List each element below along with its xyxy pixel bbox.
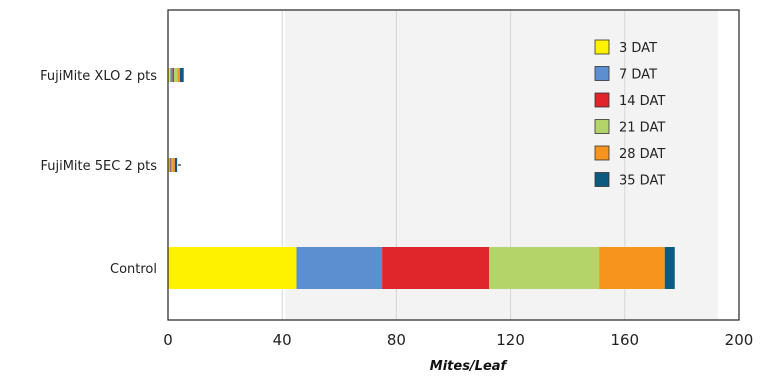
bar-fujimite-xlo-2-pts-35-dat: [179, 68, 184, 82]
x-tick-160: 160: [610, 331, 639, 349]
bar-fujimite-xlo-2-pts-14-dat: [172, 68, 174, 82]
y-label-fujimite-5ec-2-pts: FujiMite 5EC 2 pts: [40, 159, 157, 174]
x-tick-80: 80: [387, 331, 406, 349]
legend-label-21-dat: 21 DAT: [619, 121, 665, 136]
y-axis-labels: FujiMite XLO 2 pts FujiMite 5EC 2 pts Cont…: [40, 69, 157, 277]
bar-fujimite-5ec-2-pts-7-dat: [169, 158, 171, 172]
legend: 3 DAT 7 DAT 14 DAT 21 DAT 28 DAT 35 DAT: [594, 39, 665, 189]
bar-control-35-dat: [664, 247, 675, 289]
bar-control-7-dat: [296, 247, 383, 289]
bar-control-21-dat: [489, 247, 600, 289]
bar-fujimite-xlo-2-pts-3-dat: [168, 68, 171, 82]
y-label-fujimite-xlo-2-pts: FujiMite XLO 2 pts: [40, 69, 157, 84]
x-axis-tick-labels: 0 40 80 120 160 200: [163, 331, 753, 349]
legend-label-14-dat: 14 DAT: [619, 94, 665, 109]
legend-swatch-14-dat: [594, 92, 610, 108]
bar-fujimite-xlo-2-pts-7-dat: [170, 68, 173, 82]
bar-fujimite-5ec-2-pts-14-dat: [170, 158, 172, 172]
x-tick-120: 120: [496, 331, 525, 349]
legend-label-7-dat: 7 DAT: [619, 68, 657, 83]
plot-frame: [167, 9, 740, 321]
bar-fujimite-5ec-2-pts-28-dat: [172, 158, 175, 172]
bar-control-14-dat: [382, 247, 490, 289]
legend-label-3-dat: 3 DAT: [619, 41, 657, 56]
legend-swatch-21-dat: [594, 119, 610, 134]
bar-fujimite-5ec-2-pts-35-dat: [174, 158, 178, 172]
bar-control-3-dat: [168, 247, 297, 289]
x-tick-0: 0: [163, 331, 173, 349]
bar-control-28-dat: [599, 247, 665, 289]
x-tick-40: 40: [273, 331, 292, 349]
bar-fujimite-5ec-2-pts-3-dat: [168, 158, 170, 172]
legend-label-28-dat: 28 DAT: [619, 147, 665, 162]
x-tick-200: 200: [725, 331, 754, 349]
legend-swatch-28-dat: [594, 145, 610, 161]
legend-swatch-3-dat: [594, 39, 610, 55]
legend-swatch-35-dat: [594, 172, 610, 187]
plot-border: [167, 9, 740, 321]
legend-swatch-7-dat: [594, 66, 610, 81]
bar-fujimite-xlo-2-pts-21-dat: [173, 68, 178, 82]
legend-label-35-dat: 35 DAT: [619, 174, 665, 189]
bars: [168, 68, 675, 289]
y-label-control: Control: [110, 262, 157, 277]
x-axis-label: Mites/Leaf: [430, 359, 509, 373]
bar-fujimite-xlo-2-pts-28-dat: [177, 68, 180, 82]
bar-fujimite-5ec-2-pts-21-dat: [171, 158, 173, 172]
